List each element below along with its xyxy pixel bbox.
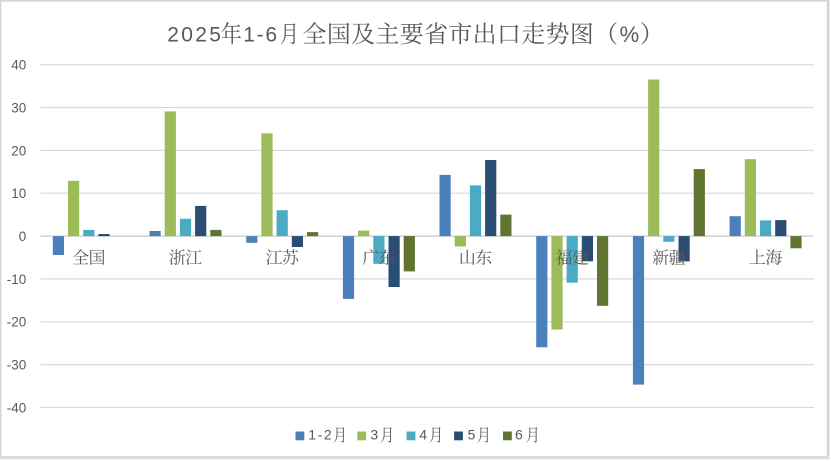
svg-text:20: 20 bbox=[11, 143, 26, 158]
svg-text:40: 40 bbox=[11, 58, 26, 73]
svg-text:30: 30 bbox=[11, 100, 26, 115]
svg-text:6: 6 bbox=[515, 427, 523, 443]
svg-text:5: 5 bbox=[468, 427, 476, 443]
svg-text:3: 3 bbox=[370, 427, 378, 443]
svg-text:10: 10 bbox=[11, 186, 26, 201]
svg-text:2025: 2025 bbox=[167, 23, 223, 46]
svg-text:4: 4 bbox=[419, 427, 427, 443]
svg-text:1-6: 1-6 bbox=[243, 23, 278, 46]
svg-text:0: 0 bbox=[19, 229, 27, 244]
svg-text:-20: -20 bbox=[7, 315, 27, 330]
svg-text:%: % bbox=[620, 22, 640, 47]
svg-text:-10: -10 bbox=[7, 272, 27, 287]
svg-text:-30: -30 bbox=[7, 358, 27, 373]
svg-text:-40: -40 bbox=[7, 400, 27, 415]
svg-text:1-2: 1-2 bbox=[308, 427, 333, 443]
